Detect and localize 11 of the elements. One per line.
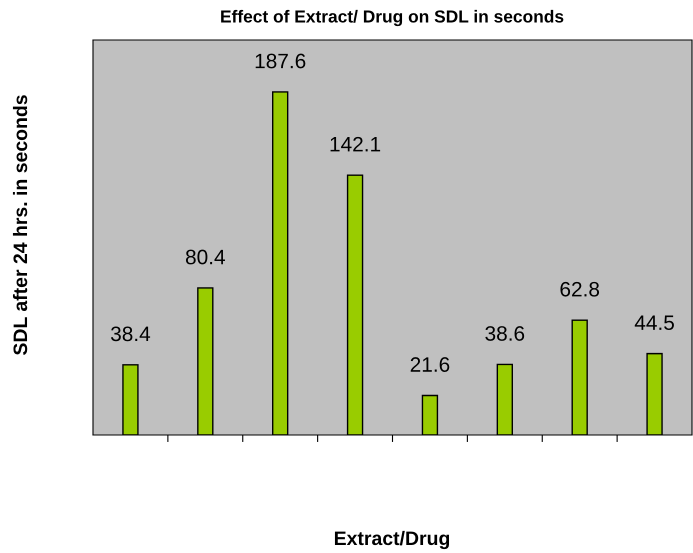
data-label: 38.6: [485, 326, 524, 341]
x-axis-title: Extract/Drug: [334, 530, 450, 550]
data-label: 38.4: [110, 326, 150, 342]
data-label: 21.6: [410, 357, 450, 372]
chart-title: Effect of Extract/ Drug on SDL in seconds: [221, 10, 564, 26]
y-axis-title: SDL after 24 hrs. in seconds: [12, 95, 28, 356]
data-label: 187.6: [256, 54, 306, 68]
data-label: 80.4: [186, 250, 225, 264]
data-label: 62.8: [560, 282, 600, 297]
data-label: 44.5: [634, 316, 674, 330]
data-label: 142.1: [330, 136, 380, 152]
